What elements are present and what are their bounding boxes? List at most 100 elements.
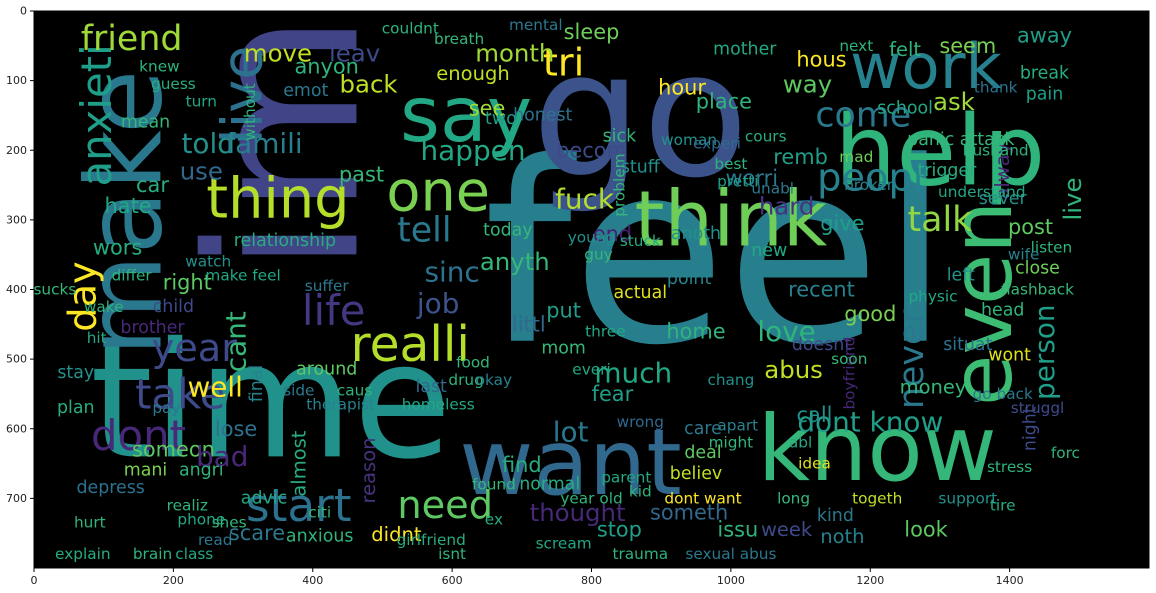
word-believ: believ: [670, 464, 722, 484]
word-wors: wors: [93, 236, 142, 260]
word-cant: cant: [220, 311, 253, 372]
word-one: one: [386, 160, 490, 225]
word-well: well: [187, 371, 242, 404]
word-anoth: anoth: [671, 224, 721, 244]
word-ask: ask: [933, 87, 976, 116]
word-food: food: [456, 354, 490, 372]
word-without: without: [241, 83, 259, 141]
word-sucks: sucks: [33, 281, 76, 299]
word-becom: becom: [556, 138, 627, 162]
word-read: read: [198, 531, 232, 549]
word-forc: forc: [1051, 444, 1080, 462]
word-make: make: [64, 70, 186, 357]
word-mother: mother: [713, 39, 777, 59]
word-almost: almost: [287, 430, 310, 496]
x-tick-label: 1200: [856, 574, 884, 587]
word-care: care: [684, 419, 722, 439]
word-give: give: [820, 211, 864, 235]
word-love: love: [757, 315, 815, 348]
word-famili: famili: [225, 127, 302, 160]
word-talk: talk: [908, 200, 974, 240]
word-sexual-abus: sexual abus: [685, 545, 776, 563]
word-tri: tri: [543, 41, 584, 86]
word-felt: felt: [889, 38, 921, 61]
word-couldnt: couldnt: [382, 19, 439, 37]
word-caus: caus: [337, 382, 372, 400]
y-tick-label: 200: [6, 144, 27, 157]
word-found: found: [472, 476, 516, 494]
word-live: live: [1058, 178, 1087, 221]
word-actual: actual: [614, 283, 668, 303]
word-dont-want: dont want: [664, 489, 741, 507]
word-breath: breath: [434, 30, 484, 48]
word-everi: everi: [572, 361, 610, 379]
word-apart: apart: [717, 416, 758, 434]
word-mom: mom: [541, 339, 586, 359]
y-tick-label: 700: [6, 492, 27, 505]
word-much: much: [594, 357, 672, 390]
word-listen: listen: [1031, 239, 1073, 257]
word-guess: guess: [151, 75, 196, 93]
y-tick-label: 0: [20, 5, 27, 18]
word-school: school: [877, 99, 933, 119]
word-mad: mad: [839, 148, 873, 166]
word-someth: someth: [650, 500, 728, 524]
y-tick-label: 600: [6, 422, 27, 435]
word-stop: stop: [597, 518, 642, 542]
word-problem: problem: [610, 153, 628, 216]
word-money: money: [900, 376, 967, 399]
word-head: head: [981, 300, 1024, 320]
word-relationship: relationship: [234, 231, 336, 251]
word-anyon: anyon: [294, 55, 358, 79]
word-say: say: [400, 71, 532, 160]
word-woman: woman: [661, 131, 717, 149]
word-brain: brain: [133, 545, 172, 563]
word-car: car: [136, 173, 169, 197]
word-fuck: fuck: [555, 183, 615, 216]
word-alway: alway: [991, 143, 1014, 200]
word-hous: hous: [796, 48, 846, 72]
word-look: look: [904, 518, 948, 542]
word-idea: idea: [798, 455, 831, 473]
word-kind: kind: [817, 506, 854, 526]
word-happen: happen: [420, 134, 525, 167]
word-day: day: [60, 261, 105, 331]
word-back: back: [340, 70, 399, 99]
word-thank: thank: [974, 79, 1018, 97]
word-therapist: therapist: [306, 395, 375, 413]
word-kid: kid: [629, 482, 652, 500]
word-come: come: [815, 95, 911, 135]
word-soon: soon: [831, 350, 867, 368]
word-child: child: [153, 297, 194, 317]
word-okay: okay: [476, 371, 512, 389]
word-broken: broken: [844, 176, 896, 194]
word-seem: seem: [939, 34, 996, 58]
word-close: close: [1015, 259, 1060, 279]
x-tick-label: 0: [31, 574, 38, 587]
word-go: go: [532, 14, 749, 217]
word-hate: hate: [105, 194, 152, 218]
word-friend: friend: [81, 19, 183, 59]
word-see: see: [469, 97, 506, 121]
word-away: away: [1017, 23, 1072, 47]
word-understand: understand: [938, 183, 1026, 201]
word-need: need: [397, 483, 493, 528]
word-might: might: [709, 434, 754, 452]
word-place: place: [696, 90, 752, 114]
word-anxious: anxious: [286, 527, 354, 547]
word-dont: dont: [91, 411, 186, 460]
word-drug: drug: [448, 371, 483, 389]
word-someon: someon: [132, 438, 215, 462]
word-suffer: suffer: [305, 277, 350, 295]
word-depress: depress: [77, 478, 145, 498]
word-husband: husband: [963, 141, 1029, 159]
word-know: know: [758, 397, 997, 502]
word-sever: sever: [979, 189, 1028, 209]
word-home: home: [666, 319, 725, 343]
word-wont: wont: [988, 346, 1031, 366]
word-doesnt: doesnt: [792, 335, 851, 355]
word-mani: mani: [124, 461, 167, 481]
word-panic-attack: panic attack: [907, 130, 1015, 150]
word-find: find: [502, 453, 542, 477]
word-im: im: [163, 13, 406, 275]
